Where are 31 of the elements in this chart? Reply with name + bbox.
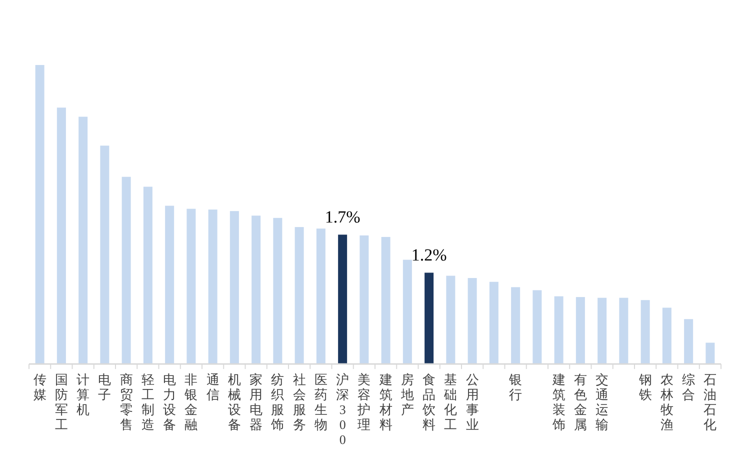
x-tick-label: 轻工制造 xyxy=(141,372,154,432)
x-tick-label: 建筑材料 xyxy=(378,372,392,432)
x-tick-label: 房地产 xyxy=(400,372,414,417)
x-tick-label: 公用事业 xyxy=(466,372,479,432)
x-tick-label: 基础化工 xyxy=(443,372,458,432)
x-tick-label: 非银金融 xyxy=(184,372,198,432)
data-label: 1.7% xyxy=(324,208,360,227)
x-tick-label: 银行 xyxy=(508,372,522,402)
x-tick-label: 食品饮料 xyxy=(422,372,436,432)
x-tick-label: 农林牧渔 xyxy=(659,372,674,432)
x-tick-label: 传媒 xyxy=(33,372,46,402)
x-tick-label: 石油石化 xyxy=(704,372,717,432)
x-tick-label: 电力设备 xyxy=(163,372,176,432)
x-tick-label: 综合 xyxy=(682,372,696,402)
x-tick-label: 机械设备 xyxy=(228,372,241,432)
x-tick-label: 建筑装饰 xyxy=(551,372,566,432)
x-tick-label: 社会服务 xyxy=(292,372,306,432)
data-label: 1.2% xyxy=(411,246,447,265)
x-tick-label: 钢铁 xyxy=(638,372,652,402)
x-tick-label: 纺织服饰 xyxy=(270,372,284,432)
x-tick-label: 国防军工 xyxy=(54,372,68,432)
x-tick-label: 医药生物 xyxy=(314,372,328,432)
x-tick-label: 沪深300 xyxy=(336,372,350,447)
x-tick-label: 电子 xyxy=(98,372,112,402)
x-tick-label: 通信 xyxy=(206,372,220,402)
x-tick-label: 商贸零售 xyxy=(120,372,133,432)
x-tick-label: 家用电器 xyxy=(250,372,263,432)
x-tick-label: 有色金属 xyxy=(574,372,587,432)
x-tick-label: 交通运输 xyxy=(596,372,609,432)
x-tick-label: 计算机 xyxy=(76,372,90,417)
x-tick-label: 美容护理 xyxy=(356,372,371,432)
